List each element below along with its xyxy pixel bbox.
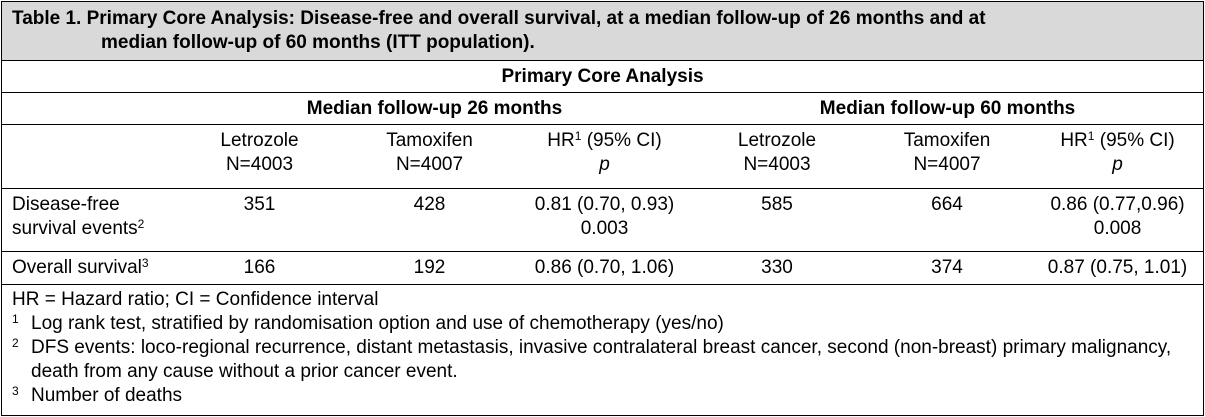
column-header-p: p [1112,154,1123,175]
column-header-tamoxifen-26: Tamoxifen N=4007 [342,124,517,189]
p-value: 0.003 [580,218,629,239]
cell-letrozole-26: 351 [177,188,342,252]
column-header-n: N=4003 [743,154,811,175]
column-header-ci: (95% CI) [581,130,662,151]
footnote-ref: 3 [141,255,149,270]
column-header-name: Tamoxifen [386,130,473,151]
table-title-row: Primary Core Analysis [2,61,1204,93]
table-footnotes: HR = Hazard ratio; CI = Confidence inter… [2,285,1203,408]
row-label-line: Overall survival [12,257,142,278]
footnote-text: DFS events: loco-regional recurrence, di… [31,337,1172,382]
column-header-hr: HR [547,130,575,151]
footnote-2: 2 DFS events: loco-regional recurrence, d… [12,335,1172,382]
column-header-letrozole-26: Letrozole N=4003 [177,124,342,189]
column-header-hr: HR [1060,130,1088,151]
column-header-hr-26: HR1 (95% CI) p [517,124,692,189]
group-header-row: Median follow-up 26 months Median follow… [2,92,1204,125]
cell-letrozole-60: 585 [692,188,862,252]
cell-tamoxifen-60: 664 [862,188,1032,252]
column-header-name: Letrozole [737,130,817,151]
cell-tamoxifen-60: 374 [862,251,1032,285]
column-header-n: N=4003 [225,154,294,175]
footnote-text: Number of deaths [31,385,183,406]
column-header-name: Letrozole [220,130,299,151]
caption-line-1: Table 1. Primary Core Analysis: Disease-… [12,8,986,29]
row-label-disease-free: Disease-free survival events2 [2,188,177,252]
caption-line-2: median follow-up of 60 months (ITT popul… [101,32,535,53]
column-header-row: Letrozole N=4003 Tamoxifen N=4007 HR1 (9… [2,124,1204,189]
footnote-ref: 1 [574,128,582,143]
footnote-ref: 1 [1087,128,1095,143]
row-label-line: survival events [12,218,138,239]
hr-value: 0.86 (0.77,0.96) [1050,194,1185,215]
footnote-text: Log rank test, stratified by randomisati… [31,313,724,334]
hr-value: 0.81 (0.70, 0.93) [534,194,675,215]
group-header-60: Median follow-up 60 months [692,92,1204,125]
group-header-26: Median follow-up 26 months [177,92,692,125]
column-header-letrozole-60: Letrozole N=4003 [692,124,862,189]
column-header-n: N=4007 [913,154,981,175]
column-header-tamoxifen-60: Tamoxifen N=4007 [862,124,1032,189]
cell-letrozole-26: 166 [177,251,342,285]
empty-column-header [2,124,177,189]
empty-header-cell [2,92,177,125]
column-header-ci: (95% CI) [1094,130,1175,151]
abbreviation-note: HR = Hazard ratio; CI = Confidence inter… [12,289,379,310]
footnote-1: 1 Log rank test, stratified by randomisat… [12,311,724,334]
table-row-overall-survival: Overall survival3 166 192 0.86 (0.70, 1.… [2,251,1204,285]
cell-tamoxifen-26: 192 [342,251,517,285]
column-header-p: p [599,154,610,175]
footnote-ref: 2 [137,216,145,231]
table-title: Primary Core Analysis [2,61,1204,93]
row-label-line: Disease-free [12,194,120,215]
column-header-n: N=4007 [395,154,464,175]
cell-hr-60: 0.87 (0.75, 1.01) [1032,251,1204,285]
cell-tamoxifen-26: 428 [342,188,517,252]
footnote-3: 3 Number of deaths [12,383,183,406]
row-label-overall-survival: Overall survival3 [2,251,177,285]
p-value: 0.008 [1093,218,1142,239]
table-caption: Table 1. Primary Core Analysis: Disease-… [2,2,1203,61]
table-row-disease-free: Disease-free survival events2 351 428 0.… [2,188,1204,252]
cell-letrozole-60: 330 [692,251,862,285]
cell-hr-60: 0.86 (0.77,0.96) 0.008 [1032,188,1204,252]
column-header-name: Tamoxifen [903,130,991,151]
survival-table: Primary Core Analysis Median follow-up 2… [2,61,1204,285]
cell-hr-26: 0.81 (0.70, 0.93) 0.003 [517,188,692,252]
column-header-hr-60: HR1 (95% CI) p [1032,124,1204,189]
cell-hr-26: 0.86 (0.70, 1.06) [517,251,692,285]
